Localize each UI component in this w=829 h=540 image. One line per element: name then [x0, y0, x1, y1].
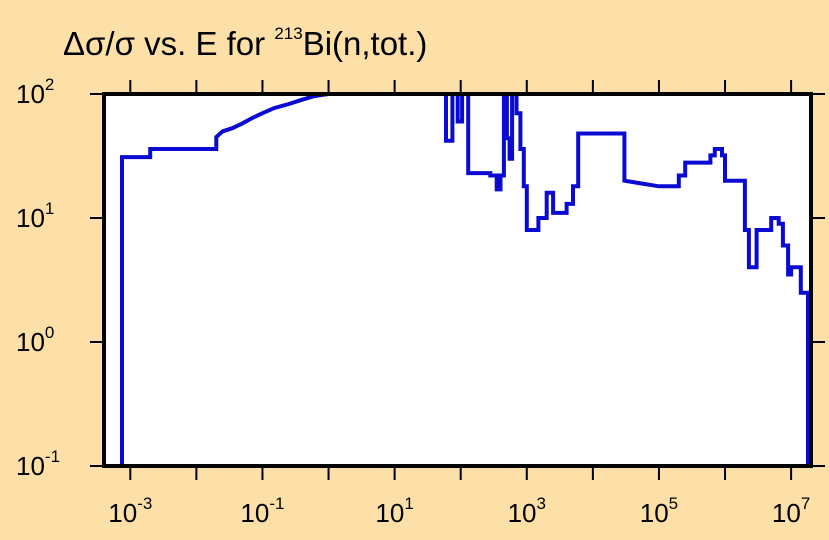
- y-tick-label: 10-1: [16, 447, 60, 481]
- x-tick-label: 10-3: [108, 494, 152, 528]
- x-tick-label: 105: [640, 494, 678, 528]
- plot-frame: [102, 92, 813, 468]
- x-tick-label: 101: [375, 494, 413, 528]
- plot-area: [104, 94, 811, 466]
- x-tick-label: 107: [772, 494, 810, 528]
- y-tick-label: 102: [16, 75, 54, 109]
- chart-title-prefix: Δσ/σ vs. E for: [63, 25, 274, 62]
- x-tick-label: 10-1: [240, 494, 284, 528]
- y-tick-label: 101: [16, 199, 54, 233]
- x-tick-label: 103: [508, 494, 546, 528]
- chart-title-superscript: 213: [274, 24, 302, 43]
- chart-title: Δσ/σ vs. E for 213Bi(n,tot.): [63, 24, 427, 62]
- y-tick-label: 100: [16, 323, 54, 357]
- chart-title-suffix: Bi(n,tot.): [303, 25, 428, 62]
- ticks-layer: 10-3 10-1 101 103 105 107 102 101 100 10-1: [16, 75, 825, 528]
